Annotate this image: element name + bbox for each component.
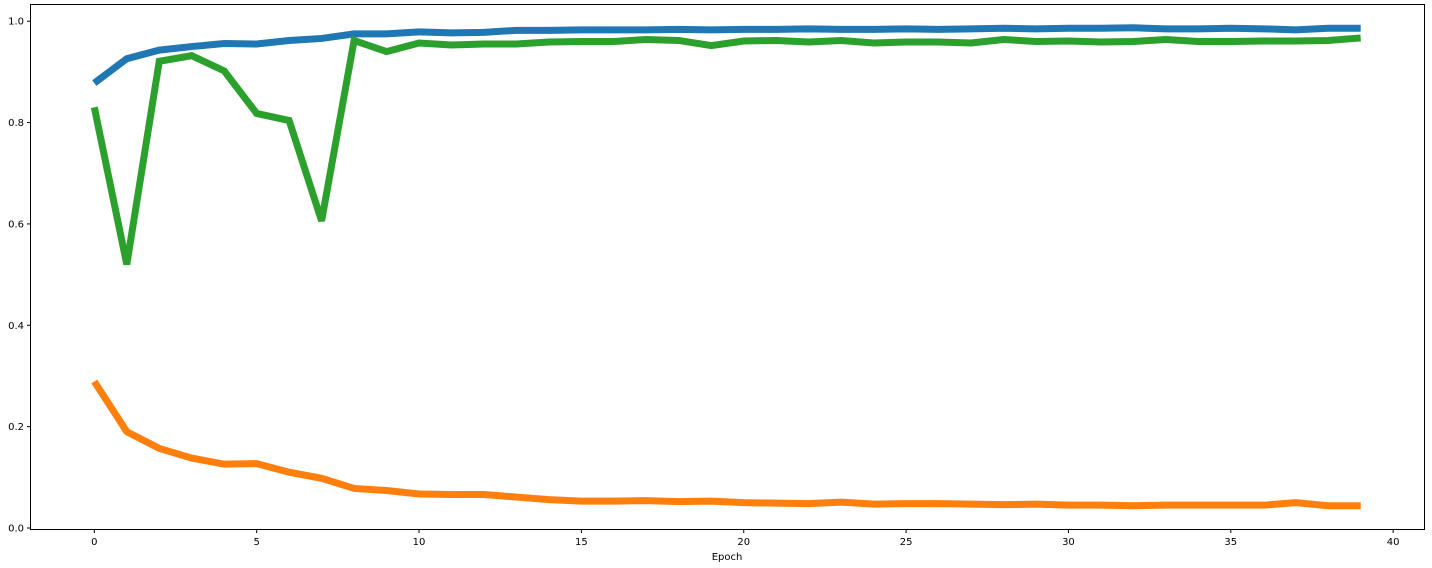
- y-tick-label: 1.0: [8, 17, 24, 28]
- x-tick-label: 35: [1224, 537, 1237, 548]
- y-tick-label: 0.8: [8, 118, 24, 129]
- x-tick-label: 0: [91, 537, 97, 548]
- y-tick-label: 0.6: [8, 219, 24, 230]
- y-ticks: 0.0 0.2 0.4 0.6 0.8 1.0: [8, 17, 31, 534]
- x-tick-label: 30: [1062, 537, 1075, 548]
- y-tick-label: 0.4: [8, 321, 24, 332]
- plot-frame: [30, 4, 1425, 530]
- x-tick-label: 40: [1387, 537, 1400, 548]
- x-tick-label: 25: [900, 537, 913, 548]
- x-tick-label: 5: [253, 537, 259, 548]
- x-tick-label: 10: [413, 537, 426, 548]
- series-layer: [90, 24, 1361, 510]
- x-axis-label: Epoch: [712, 552, 743, 563]
- series-line-2: [91, 379, 1361, 510]
- x-ticks: 0 5 10 15 20 25 30 35 40: [91, 529, 1400, 548]
- x-tick-label: 20: [737, 537, 750, 548]
- y-tick-label: 0.0: [8, 523, 24, 534]
- x-tick-label: 15: [575, 537, 588, 548]
- series-line-1: [92, 24, 1361, 86]
- series-line-3: [90, 34, 1361, 266]
- y-tick-label: 0.2: [8, 422, 24, 433]
